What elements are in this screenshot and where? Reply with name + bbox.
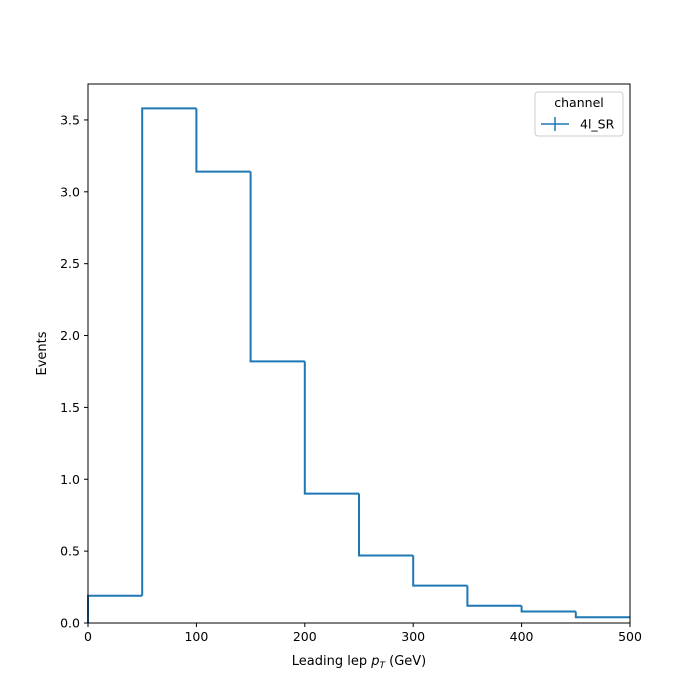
histogram-bin-6: [412, 555, 468, 587]
histogram-bin-9: [574, 611, 630, 619]
histogram-bin-1: [141, 107, 197, 596]
y-axis-label: Events: [35, 331, 50, 375]
histogram-bin-2: [195, 108, 251, 173]
x-axis-label-main: Leading lep: [292, 654, 371, 669]
legend: channel 4l_SR: [534, 91, 624, 137]
axes-frame: [87, 83, 631, 624]
x-axis-label-sub: T: [379, 661, 386, 671]
x-tick-label: 500: [618, 629, 642, 644]
y-tick-label: 2.5: [60, 256, 80, 271]
y-tick-label: 3.5: [60, 112, 80, 127]
x-tick-label: 200: [293, 629, 317, 644]
y-axis-ticks: 0.0 0.5 1.0 1.5 2.0 2.5 3.0 3.5: [60, 112, 88, 631]
histogram-bin-4: [303, 361, 359, 495]
histogram-bin-3: [249, 171, 305, 363]
y-tick-label: 0.5: [60, 544, 80, 559]
y-tick-label: 2.0: [60, 328, 80, 343]
y-tick-label: 3.0: [60, 184, 80, 199]
y-tick-label: 1.5: [60, 400, 80, 415]
histogram-bin-0: [87, 594, 143, 623]
y-tick-label: 1.0: [60, 472, 80, 487]
legend-box: [534, 91, 624, 137]
legend-title: channel: [554, 95, 603, 110]
x-axis-ticks: 0 100 200 300 400 500: [84, 623, 642, 644]
x-axis-label-unit: (GeV): [385, 654, 426, 669]
x-tick-label: 0: [84, 629, 92, 644]
x-axis-label-var: p: [370, 654, 379, 669]
histogram-bin-5: [358, 493, 414, 557]
histogram-bin-7: [466, 585, 522, 607]
x-tick-label: 300: [401, 629, 425, 644]
x-tick-label: 400: [510, 629, 534, 644]
legend-label: 4l_SR: [580, 117, 615, 132]
x-tick-label: 100: [184, 629, 208, 644]
plot-area: [87, 107, 630, 623]
histogram-bin-8: [520, 605, 576, 613]
legend-entry-4l-sr: 4l_SR: [541, 117, 615, 132]
y-tick-label: 0.0: [60, 616, 80, 631]
x-axis-label: Leading lep pT (GeV): [292, 654, 426, 671]
